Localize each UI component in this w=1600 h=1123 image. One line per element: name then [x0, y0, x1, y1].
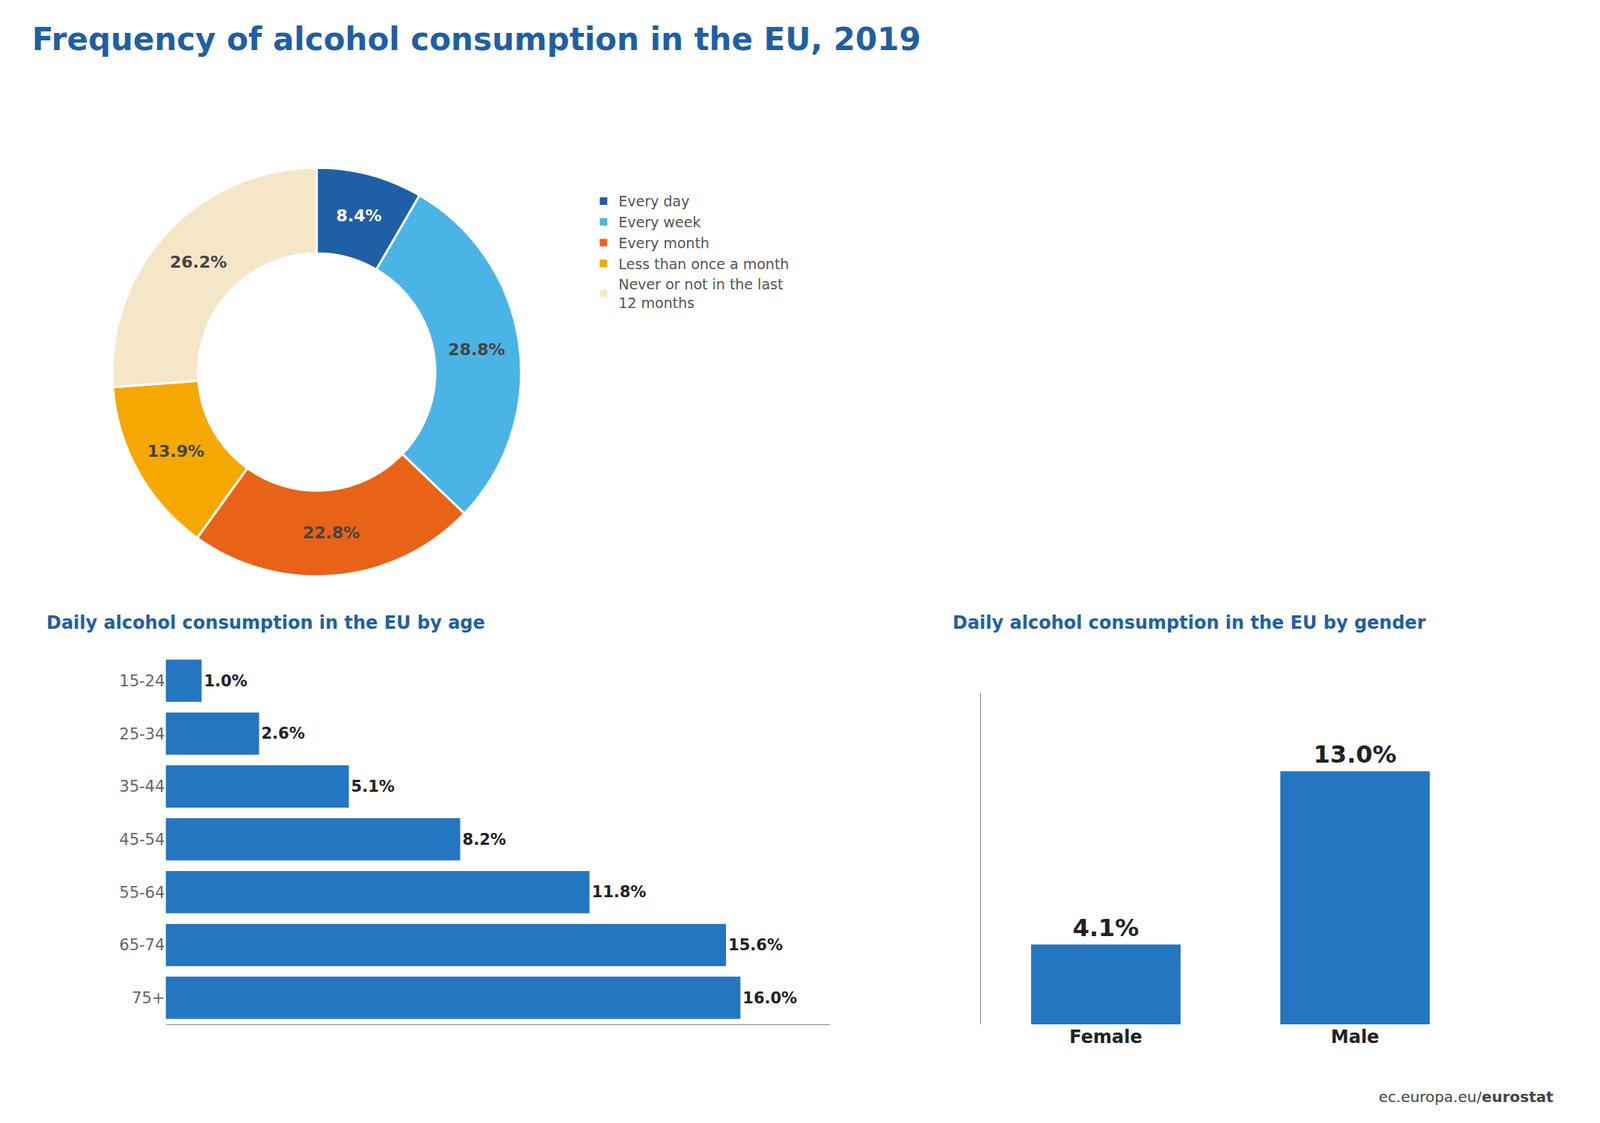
- svg-text:28.8%: 28.8%: [447, 340, 505, 359]
- svg-text:22.8%: 22.8%: [302, 523, 360, 543]
- svg-text:75+: 75+: [131, 989, 165, 1008]
- svg-text:65-74: 65-74: [119, 936, 166, 955]
- svg-text:16.0%: 16.0%: [742, 989, 798, 1008]
- svg-text:ec.europa.eu/eurostat: ec.europa.eu/eurostat: [1378, 1087, 1554, 1106]
- svg-text:Less than once a month: Less than once a month: [618, 255, 789, 273]
- svg-text:5.1%: 5.1%: [351, 777, 395, 796]
- svg-text:4.1%: 4.1%: [1072, 913, 1140, 943]
- svg-text:8.2%: 8.2%: [462, 830, 507, 849]
- svg-text:Daily alcohol consumption in t: Daily alcohol consumption in the EU by g…: [952, 612, 1426, 634]
- svg-text:15-24: 15-24: [119, 672, 166, 691]
- svg-text:Daily alcohol consumption in t: Daily alcohol consumption in the EU by a…: [46, 612, 486, 634]
- svg-text:Male: Male: [1330, 1026, 1380, 1048]
- svg-text:Every month: Every month: [618, 234, 710, 252]
- svg-text:Female: Female: [1069, 1026, 1142, 1048]
- svg-text:25-34: 25-34: [119, 725, 166, 744]
- svg-text:Frequency of alcohol consumpti: Frequency of alcohol consumption in the …: [32, 20, 922, 58]
- svg-text:Every week: Every week: [618, 213, 701, 231]
- svg-text:13.0%: 13.0%: [1313, 740, 1397, 769]
- svg-text:2.6%: 2.6%: [261, 724, 306, 743]
- svg-text:Never or not in the last12 mon: Never or not in the last12 months: [618, 275, 783, 312]
- svg-text:55-64: 55-64: [119, 883, 166, 902]
- svg-text:35-44: 35-44: [119, 777, 166, 796]
- svg-text:26.2%: 26.2%: [169, 252, 227, 272]
- svg-text:15.6%: 15.6%: [728, 936, 783, 955]
- svg-text:1.0%: 1.0%: [204, 672, 248, 691]
- svg-text:11.8%: 11.8%: [592, 882, 647, 901]
- svg-text:Every day: Every day: [618, 192, 690, 210]
- svg-text:13.9%: 13.9%: [147, 441, 205, 461]
- svg-text:8.4%: 8.4%: [336, 206, 383, 226]
- svg-text:45-54: 45-54: [119, 830, 166, 849]
